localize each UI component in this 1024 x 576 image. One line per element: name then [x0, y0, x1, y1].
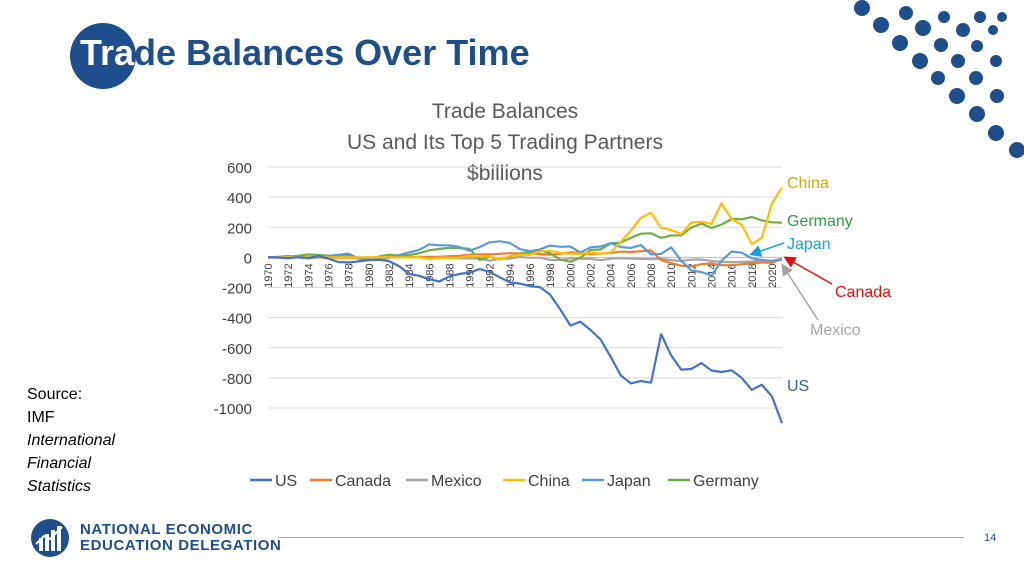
y-tick-label: 200 [227, 220, 252, 237]
source-note: Source: IMF International Financial Stat… [27, 383, 115, 498]
x-tick-label: 2016 [727, 263, 739, 287]
x-tick-label: 2004 [606, 263, 618, 287]
annotation-china: China [787, 175, 829, 192]
x-tick-label: 1998 [545, 263, 557, 287]
legend-label-mexico: Mexico [431, 473, 482, 490]
arrow-japan [749, 242, 785, 257]
chart-title: Trade Balances US and Its Top 5 Trading … [300, 96, 710, 189]
annotation-mexico: Mexico [810, 322, 861, 339]
series-line-china [268, 187, 783, 261]
arrow-canada [783, 256, 833, 285]
series-line-us [267, 254, 784, 424]
source-label: Source: [27, 386, 83, 403]
x-tick-label: 1974 [303, 263, 315, 287]
x-tick-label: 2006 [626, 263, 638, 287]
y-tick-label: 400 [227, 190, 252, 207]
x-tick-label: 2020 [767, 263, 779, 287]
x-tick-label: 1972 [283, 263, 295, 287]
source-org: IMF [27, 409, 55, 426]
x-tick-label: 2002 [586, 263, 598, 287]
org-name-line-1: NATIONAL ECONOMIC [80, 521, 253, 538]
annotation-germany: Germany [787, 213, 853, 230]
x-tick-label: 2010 [666, 263, 678, 287]
decorative-dot-pattern [854, 0, 1024, 158]
source-pub-line-1: International [27, 432, 116, 449]
x-tick-label: 1970 [263, 263, 275, 287]
annotation-canada: Canada [835, 284, 891, 301]
legend-label-germany: Germany [693, 473, 759, 490]
source-pub-line-3: Statistics [27, 478, 92, 495]
chart-title-line-1: Trade Balances [431, 100, 579, 123]
y-tick-label: -1000 [214, 401, 252, 418]
page-number: 14 [984, 532, 997, 544]
legend-label-china: China [528, 473, 570, 490]
y-tick-label: -800 [222, 371, 252, 388]
annotation-us: US [787, 378, 809, 395]
legend-label-canada: Canada [335, 473, 391, 490]
slide-title-rest: de Balances Over Time [134, 32, 530, 73]
source-pub-line-2: Financial [27, 455, 92, 472]
y-tick-label: -200 [222, 281, 252, 298]
footer-divider [278, 537, 964, 538]
x-tick-label: 1990 [465, 263, 477, 287]
x-tick-label: 2000 [565, 263, 577, 287]
x-tick-label: 1986 [424, 263, 436, 287]
org-name: NATIONAL ECONOMIC EDUCATION DELEGATION [80, 522, 281, 554]
x-tick-label: 2018 [747, 263, 759, 287]
chart-title-line-3: $billions [467, 162, 543, 185]
x-tick-label: 1994 [505, 263, 517, 287]
x-tick-label: 1976 [323, 263, 335, 287]
y-tick-label: -600 [222, 341, 252, 358]
org-logo-icon [31, 519, 69, 557]
x-tick-label: 1980 [364, 263, 376, 287]
x-tick-label: 2008 [646, 263, 658, 287]
chart-title-line-2: US and Its Top 5 Trading Partners [347, 131, 663, 154]
annotation-japan: Japan [787, 236, 831, 253]
legend-label-japan: Japan [607, 473, 651, 490]
y-tick-label: 0 [244, 250, 252, 267]
x-tick-label: 1978 [344, 263, 356, 287]
x-tick-label: 1992 [485, 263, 497, 287]
x-tick-label: 1996 [525, 263, 537, 287]
x-tick-label: 1984 [404, 263, 416, 287]
title-accent-circle [70, 23, 136, 89]
legend-label-us: US [275, 473, 297, 490]
y-tick-label: 600 [227, 160, 252, 177]
series-line-japan [267, 240, 783, 277]
y-tick-label: -400 [222, 311, 252, 328]
x-tick-label: 1982 [384, 263, 396, 287]
arrow-mexico [781, 263, 819, 321]
org-name-line-2: EDUCATION DELEGATION [80, 537, 282, 554]
slide-title-prefix: Tra [80, 32, 135, 73]
slide-title: Trade Balances Over Time [80, 32, 530, 74]
